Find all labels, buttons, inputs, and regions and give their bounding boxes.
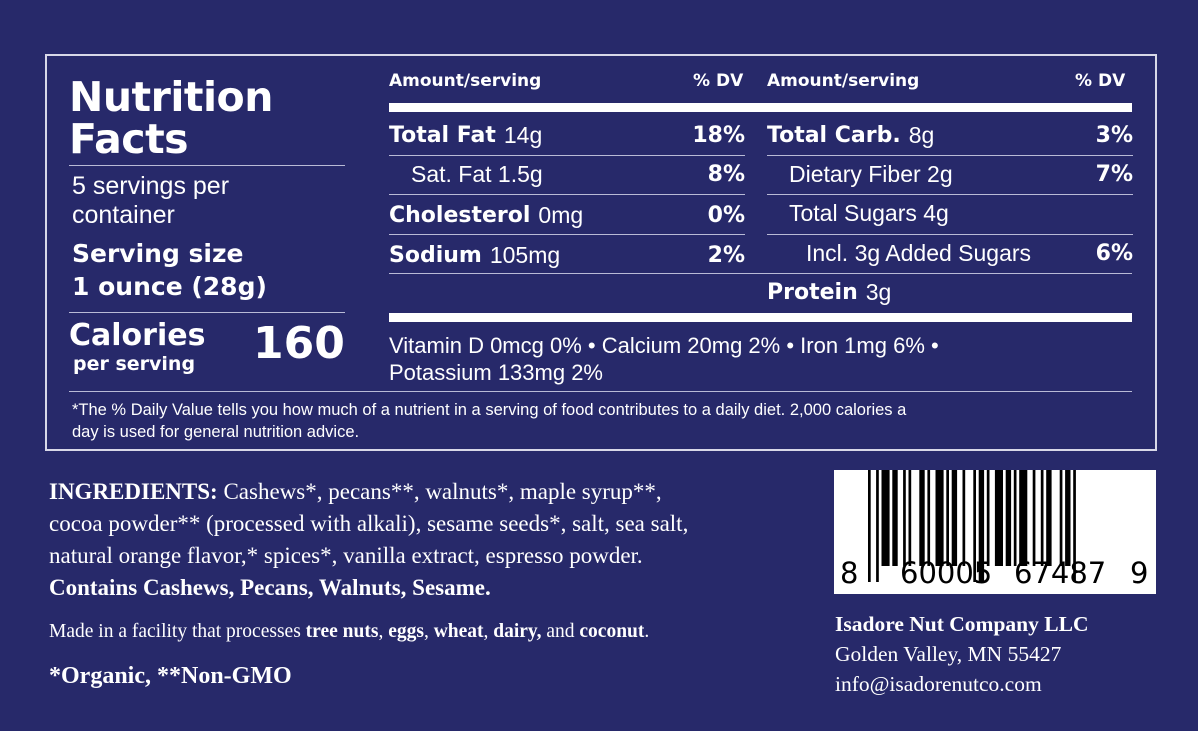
barcode-bar [1065, 470, 1071, 566]
barcode-bar [978, 470, 985, 582]
barcode-bar [881, 470, 890, 566]
header-dv-right: % DV [1075, 71, 1126, 91]
company-address: Golden Valley, MN 55427 [835, 642, 1062, 666]
calories-label: Calories [69, 318, 206, 353]
row-cholesterol: Cholesterol 0mg 0% [389, 202, 745, 228]
barcode-bar [1019, 470, 1028, 566]
barcode-bar [1059, 470, 1063, 566]
allergen-contains: Contains Cashews, Pecans, Walnuts, Sesam… [49, 575, 491, 600]
barcode-bar [951, 470, 958, 566]
barcode-bars [868, 470, 1076, 582]
row-total-fat: Total Fat 14g 18% [389, 122, 745, 148]
header-amount-left: Amount/serving [389, 71, 542, 91]
row-total-carb: Total Carb. 8g 3% [767, 122, 1133, 148]
header-dv-left: % DV [693, 71, 744, 91]
barcode-bar [927, 470, 931, 566]
barcode-bar [1005, 470, 1012, 566]
barcode-bar [1032, 470, 1036, 566]
ingredients: INGREDIENTS: Cashews*, pecans**, walnuts… [49, 476, 688, 604]
barcode-bar [1013, 470, 1017, 566]
barcode-bar [1040, 470, 1044, 566]
barcode-bar [876, 470, 879, 582]
barcode-bar [986, 470, 990, 566]
row-added-sugars: Incl. 3g Added Sugars 6% [806, 240, 1133, 266]
barcode-bar [892, 470, 898, 566]
barcode-bar [868, 470, 871, 582]
nutrition-facts-panel: Nutrition Facts 5 servings per container … [45, 54, 1157, 451]
servings-per-container: 5 servings per container [72, 172, 230, 229]
barcode-digits-right: 67487 [1014, 556, 1107, 590]
serving-size-label: Serving size [72, 239, 244, 268]
calories-value: 160 [253, 318, 345, 369]
row-sodium: Sodium 105mg 2% [389, 242, 745, 268]
organic-note: *Organic, **Non-GMO [49, 663, 292, 689]
serving-size-value: 1 ounce (28g) [72, 272, 267, 301]
barcode-digits-left: 60005 [900, 556, 993, 590]
barcode-digit-last: 9 [1130, 556, 1149, 590]
header-amount-right: Amount/serving [767, 71, 920, 91]
barcode-bar [935, 470, 944, 566]
barcode-bar [973, 470, 976, 582]
barcode-bar [946, 470, 949, 566]
company-email: info@isadorenutco.com [835, 672, 1042, 696]
barcode-bar [994, 470, 1003, 566]
company-info: Isadore Nut Company LLC Golden Valley, M… [835, 609, 1088, 699]
daily-value-footnote: *The % Daily Value tells you how much of… [72, 401, 907, 441]
barcode-bar [908, 470, 912, 566]
company-name: Isadore Nut Company LLC [835, 612, 1089, 636]
barcode-bar [903, 470, 906, 566]
calories-sub: per serving [73, 353, 196, 375]
row-dietary-fiber: Dietary Fiber 2g 7% [789, 161, 1133, 187]
barcode: 8 60005 67487 9 [834, 470, 1156, 594]
barcode-bar [962, 470, 966, 566]
row-sat-fat: Sat. Fat 1.5g 8% [411, 161, 745, 187]
barcode-bar [1073, 470, 1076, 582]
barcode-digit-first: 8 [840, 556, 859, 590]
facility-statement: Made in a facility that processes tree n… [49, 621, 650, 642]
row-total-sugars: Total Sugars 4g [789, 200, 949, 226]
vitamins-minerals: Vitamin D 0mcg 0% • Calcium 20mg 2% • Ir… [389, 333, 939, 385]
barcode-bar [1046, 470, 1052, 566]
barcode-bar [919, 470, 925, 566]
row-protein: Protein 3g [767, 279, 892, 305]
nutrition-title: Nutrition Facts [69, 73, 273, 163]
